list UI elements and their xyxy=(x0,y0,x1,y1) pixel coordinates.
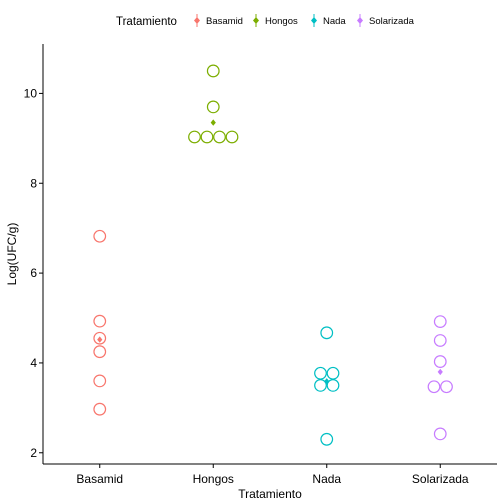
data-point xyxy=(314,366,327,380)
legend-label: Basamid xyxy=(206,16,243,27)
mean-marker xyxy=(437,368,443,376)
data-point xyxy=(200,130,214,144)
data-point xyxy=(93,345,107,359)
data-point xyxy=(206,100,220,114)
y-tick-label: 10 xyxy=(24,86,38,100)
y-axis-title: Log(UFC/g) xyxy=(5,223,19,286)
y-tick-label: 4 xyxy=(30,356,37,370)
legend-key-icon xyxy=(311,17,317,24)
y-tick-label: 6 xyxy=(30,266,37,280)
data-point xyxy=(320,432,334,446)
data-point xyxy=(206,64,220,78)
legend-item: Nada xyxy=(311,14,346,27)
x-axis-title: Tratamiento xyxy=(238,487,302,501)
x-ticks: Basamid Hongos Nada Solarizada xyxy=(76,464,469,486)
legend-title: Tratamiento xyxy=(116,16,177,28)
data-point xyxy=(213,130,226,144)
y-tick-label: 2 xyxy=(30,446,37,460)
y-ticks: 2 4 6 8 10 xyxy=(24,86,43,460)
x-tick-label: Nada xyxy=(312,472,341,486)
legend: Tratamiento Basamid Hongos Nada Solarizada xyxy=(116,14,415,28)
data-point xyxy=(188,130,201,144)
data-point xyxy=(433,427,447,441)
mean-markers xyxy=(97,119,443,385)
data-points xyxy=(93,64,453,446)
data-point xyxy=(93,314,107,328)
legend-key-icon xyxy=(194,17,200,24)
x-tick-label: Solarizada xyxy=(412,472,469,486)
data-point xyxy=(440,380,453,394)
legend-label: Hongos xyxy=(265,16,298,27)
data-point xyxy=(427,380,441,394)
legend-key-icon xyxy=(357,17,363,24)
legend-item: Hongos xyxy=(253,14,298,27)
data-point xyxy=(433,334,447,347)
y-tick-label: 8 xyxy=(30,176,37,190)
data-point xyxy=(225,130,239,144)
legend-item: Solarizada xyxy=(357,14,415,27)
legend-label: Solarizada xyxy=(369,16,415,27)
legend-label: Nada xyxy=(323,16,346,27)
data-point xyxy=(93,331,107,345)
axes xyxy=(42,44,497,465)
data-point xyxy=(326,366,340,380)
data-point xyxy=(93,374,107,388)
legend-key-icon xyxy=(253,17,259,24)
mean-marker xyxy=(210,119,216,126)
x-tick-label: Basamid xyxy=(76,472,123,486)
data-point xyxy=(433,315,447,329)
mean-marker xyxy=(97,336,103,343)
x-tick-label: Hongos xyxy=(193,472,234,486)
data-point xyxy=(93,229,107,243)
mean-marker xyxy=(324,378,330,385)
legend-item: Basamid xyxy=(194,14,243,27)
data-point xyxy=(433,355,447,368)
data-point xyxy=(320,326,334,340)
data-point xyxy=(93,402,107,416)
